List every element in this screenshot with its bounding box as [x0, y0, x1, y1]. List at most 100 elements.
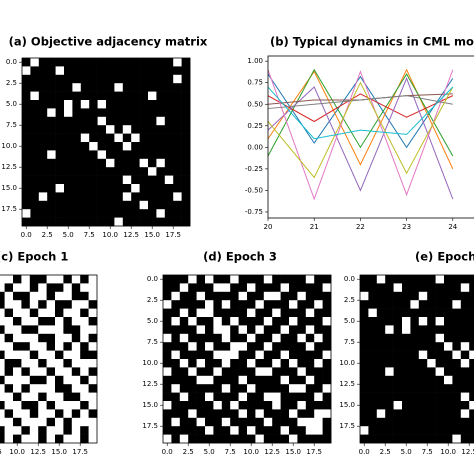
cell: [435, 434, 445, 444]
cell: [188, 317, 197, 326]
cell: [297, 291, 307, 301]
y-tick-label: 7.5: [344, 338, 355, 346]
y-tick-label: 5.0: [344, 317, 355, 325]
cell: [22, 116, 31, 126]
cell: [139, 66, 149, 76]
cell: [230, 409, 239, 419]
cell: [72, 167, 82, 176]
cell: [80, 58, 90, 67]
cell: [322, 275, 332, 284]
cell: [272, 384, 281, 393]
cell: [230, 417, 239, 427]
cell: [247, 434, 256, 444]
cell: [89, 116, 98, 126]
cell: [460, 367, 470, 377]
cell: [46, 283, 56, 293]
cell: [360, 426, 369, 435]
cell: [47, 58, 56, 67]
cell: [385, 350, 394, 360]
cell: [179, 325, 189, 335]
chart-title: (d) Epoch 3: [203, 250, 277, 264]
cell: [427, 291, 436, 301]
cell: [255, 300, 265, 309]
cell: [88, 367, 98, 377]
cell: [4, 375, 14, 385]
cell: [385, 417, 394, 427]
cell: [393, 291, 403, 301]
cell: [63, 300, 73, 309]
cell: [38, 325, 47, 335]
cell: [469, 426, 474, 435]
cell: [80, 359, 89, 368]
cell: [30, 150, 40, 160]
cell: [164, 184, 174, 193]
cell: [460, 417, 470, 427]
cell: [213, 317, 223, 326]
cell: [247, 325, 256, 335]
cell: [410, 300, 420, 309]
cell: [368, 342, 378, 351]
cell: [410, 409, 420, 419]
cell: [106, 91, 115, 101]
cell: [188, 300, 197, 309]
cell: [29, 426, 39, 435]
cell: [88, 409, 98, 419]
cell: [255, 283, 265, 293]
cell: [97, 100, 107, 109]
y-tick-label: 10.0: [1, 142, 17, 150]
cell: [181, 200, 191, 210]
cell: [305, 291, 315, 301]
cell: [213, 291, 223, 301]
cell: [314, 342, 323, 351]
cell: [181, 158, 191, 168]
cell: [452, 283, 462, 293]
cell: [402, 375, 411, 385]
x-tick-label: 12.5: [264, 448, 280, 456]
cell: [314, 384, 323, 393]
cell: [156, 150, 166, 160]
cell: [97, 58, 107, 67]
cell: [469, 409, 474, 419]
cell: [173, 167, 182, 176]
cell: [97, 91, 107, 101]
cell: [418, 350, 428, 360]
cell: [179, 367, 189, 377]
cell: [122, 142, 132, 151]
cell: [289, 384, 298, 393]
cell: [4, 350, 14, 360]
cell: [38, 434, 47, 444]
cell: [38, 66, 48, 76]
x-tick-label: 10.0: [440, 448, 456, 456]
cell: [289, 401, 298, 410]
cell: [13, 409, 22, 419]
cell: [360, 325, 369, 335]
cell: [272, 342, 281, 351]
cell: [322, 426, 332, 435]
cell: [71, 350, 81, 360]
cell: [385, 317, 394, 326]
frame: [0, 274, 98, 444]
cell: [289, 325, 298, 335]
cell: [63, 401, 73, 410]
cell: [305, 342, 315, 351]
cell: [131, 100, 140, 109]
cell: [148, 83, 157, 92]
cell: [376, 291, 386, 301]
cell: [55, 392, 64, 402]
cell: [393, 434, 403, 444]
cell: [305, 283, 315, 293]
x-tick-label: 21: [310, 223, 319, 231]
cell: [131, 192, 140, 202]
cell: [47, 108, 56, 118]
cell: [272, 409, 281, 419]
cell: [38, 359, 47, 368]
cell: [71, 325, 81, 335]
cell: [435, 333, 445, 343]
cell: [444, 333, 453, 343]
series-line: [267, 81, 454, 179]
cell: [63, 367, 73, 377]
cell: [55, 133, 65, 143]
cell: [376, 300, 386, 309]
cell: [156, 217, 166, 227]
cell: [444, 275, 453, 284]
